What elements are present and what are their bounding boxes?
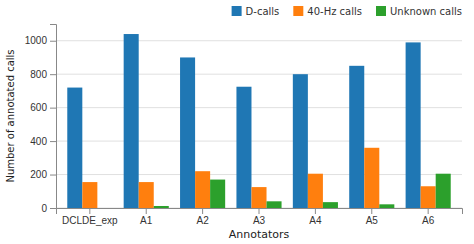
grid-line [56,141,462,142]
y-tick-mark [50,208,56,209]
x-tick: A6 [422,208,435,226]
grid-line [56,40,462,41]
bar [82,182,97,208]
grid-line [56,74,462,75]
y-tick: 0 [41,203,56,214]
bar [236,87,251,208]
x-tick-label: A3 [253,215,266,226]
bar-series [67,34,420,208]
bar [364,148,379,208]
plot: 0 200 400 600 800 1000 DCLDE_exp A1 A2 A3 A4 A5 A6 An… [5,25,463,242]
y-tick-label: 0 [41,203,47,214]
bar-series [82,148,435,208]
x-tick-mark [146,208,147,214]
bars [67,34,450,208]
bar [124,34,139,208]
bar [379,204,394,208]
y-tick-mark [50,141,56,142]
y-tick: 800 [30,69,56,80]
x-tick: A1 [140,208,153,226]
bar [154,206,169,208]
x-tick-label: A2 [196,215,209,226]
legend-swatch [293,6,303,16]
bar [251,187,266,208]
bar [308,174,323,208]
bar [67,88,82,208]
y-tick-mark [50,108,56,109]
y-tick-mark [50,175,56,176]
x-tick-label: A4 [309,215,322,226]
legend-swatch [232,6,242,16]
x-tick: A3 [253,208,266,226]
x-tick-mark [428,208,429,214]
x-tick-mark [89,208,90,214]
grid-line [56,107,462,108]
x-tick-mark [315,208,316,214]
bar [195,171,210,208]
x-tick-mark [259,208,260,214]
y-tick: 400 [30,136,56,147]
grid-line [56,174,462,175]
x-tick-label: A5 [366,215,379,226]
legend-item: 40-Hz calls [293,6,362,17]
legend-item: D-calls [232,6,280,17]
legend: D-calls 40-Hz calls Unknown calls [232,6,462,17]
bar [180,57,195,208]
x-tick: A4 [309,208,322,226]
x-tick: A2 [196,208,209,226]
y-tick-mark [50,74,56,75]
y-tick-label: 400 [30,136,47,147]
bar [421,186,436,208]
y-tick: 200 [30,169,56,180]
bar [323,202,338,208]
y-tick-label: 600 [30,102,47,113]
y-tick-label: 800 [30,69,47,80]
y-tick-label: 200 [30,169,47,180]
bar [293,74,308,208]
x-tick-label: A1 [140,215,153,226]
bar [97,208,112,209]
legend-label: 40-Hz calls [307,6,362,17]
legend-label: Unknown calls [390,6,462,17]
bar [210,180,225,208]
y-axis: 0 200 400 600 800 1000 [25,25,57,214]
x-axis: DCLDE_exp A1 A2 A3 A4 A5 A6 [57,208,463,226]
y-axis-line [50,25,57,209]
grid [56,41,462,208]
bar [267,201,282,208]
x-tick-mark [371,208,372,214]
x-axis-title: Annotators [229,228,290,241]
chart: 0 200 400 600 800 1000 DCLDE_exp A1 A2 A3 A4 A5 A6 An… [0,0,474,244]
bar [436,174,451,208]
x-tick-mark [202,208,203,214]
x-tick-label: DCLDE_exp [62,215,118,226]
bar [349,66,364,208]
legend-swatch [376,6,386,16]
y-tick: 1000 [25,35,56,46]
y-tick-mark [50,41,56,42]
legend-label: D-calls [246,6,280,17]
y-axis-title: Number of annotated calls [5,49,16,182]
y-tick-label: 1000 [25,35,48,46]
x-tick: DCLDE_exp [62,208,118,226]
x-tick-label: A6 [422,215,435,226]
x-axis-line [57,209,463,215]
x-tick: A5 [366,208,379,226]
bar [139,182,154,208]
legend-item: Unknown calls [376,6,462,17]
bar-series [154,174,451,208]
bar [406,42,421,208]
y-tick: 600 [30,102,56,113]
